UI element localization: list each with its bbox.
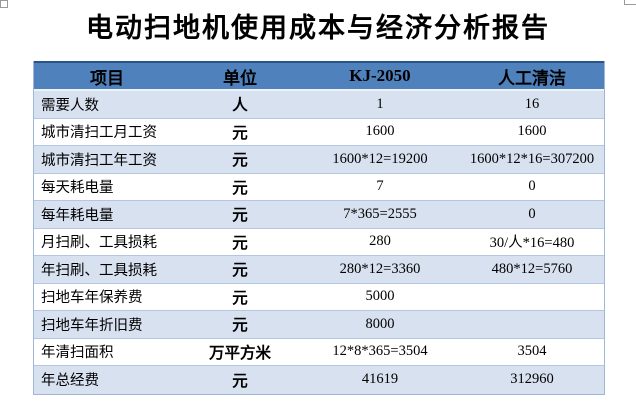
manual-cell: 16 bbox=[524, 95, 540, 112]
column-header-item: 项目 bbox=[90, 68, 124, 88]
table-row: 城市清扫工月工资 元 1600 1600 bbox=[34, 118, 604, 146]
kj2050-cell: 7*365=2555 bbox=[343, 205, 417, 222]
unit-cell: 万平方米 bbox=[208, 344, 271, 362]
unit-cell: 元 bbox=[232, 234, 248, 252]
kj2050-cell: 7 bbox=[376, 178, 384, 195]
table-header-row: 项目 单位 KJ-2050 人工清洁 bbox=[34, 61, 604, 91]
unit-cell: 元 bbox=[232, 124, 248, 142]
column-header-unit: 单位 bbox=[223, 68, 257, 88]
manual-cell: 0 bbox=[528, 178, 536, 195]
unit-cell: 元 bbox=[232, 179, 248, 197]
unit-cell: 元 bbox=[232, 262, 248, 280]
unit-cell: 元 bbox=[232, 317, 248, 335]
unit-cell: 人 bbox=[232, 97, 248, 115]
table-row: 城市清扫工年工资 元 1600*12=19200 1600*12*16=3072… bbox=[34, 146, 604, 174]
item-cell: 每年耗电量 bbox=[41, 207, 114, 224]
table-row: 扫地车年保养费 元 5000 bbox=[34, 283, 604, 311]
manual-cell: 3504 bbox=[517, 343, 547, 360]
unit-cell: 元 bbox=[232, 372, 248, 390]
table-row: 每天耗电量 元 7 0 bbox=[34, 173, 604, 201]
item-cell: 月扫刷、工具损耗 bbox=[41, 235, 157, 252]
unit-cell: 元 bbox=[232, 289, 248, 307]
table-row: 年扫刷、工具损耗 元 280*12=3360 480*12=5760 bbox=[34, 256, 604, 284]
unit-cell: 元 bbox=[232, 207, 248, 225]
manual-cell: 1600*12*16=307200 bbox=[469, 150, 595, 167]
item-cell: 每天耗电量 bbox=[41, 180, 114, 197]
table-body: 需要人数 人 1 16 城市清扫工月工资 元 1600 1600 城市清扫工年工… bbox=[34, 91, 604, 394]
table-row: 扫地车年折旧费 元 8000 bbox=[34, 311, 604, 339]
kj2050-cell: 12*8*365=3504 bbox=[332, 343, 428, 360]
unit-cell: 元 bbox=[232, 152, 248, 170]
item-cell: 年扫刷、工具损耗 bbox=[41, 262, 157, 279]
table-row: 年总经费 元 41619 312960 bbox=[34, 366, 604, 394]
manual-cell: 312960 bbox=[510, 371, 554, 388]
item-cell: 年清扫面积 bbox=[41, 345, 114, 362]
manual-cell: 30/人*16=480 bbox=[489, 235, 575, 252]
item-cell: 城市清扫工月工资 bbox=[41, 125, 157, 142]
kj2050-cell: 5000 bbox=[365, 288, 395, 305]
item-cell: 需要人数 bbox=[41, 97, 99, 114]
report-title: 电动扫地机使用成本与经济分析报告 bbox=[86, 13, 550, 43]
table-row: 需要人数 人 1 16 bbox=[34, 91, 604, 119]
item-cell: 城市清扫工年工资 bbox=[41, 152, 157, 169]
kj2050-cell: 280*12=3360 bbox=[339, 260, 421, 277]
table-row: 年清扫面积 万平方米 12*8*365=3504 3504 bbox=[34, 338, 604, 366]
corner-mark-top-right bbox=[624, 0, 636, 5]
manual-cell: 480*12=5760 bbox=[491, 260, 573, 277]
item-cell: 年总经费 bbox=[41, 373, 99, 390]
kj2050-cell: 8000 bbox=[365, 315, 395, 332]
table-row: 每年耗电量 元 7*365=2555 0 bbox=[34, 201, 604, 229]
manual-cell: 0 bbox=[528, 205, 536, 222]
column-header-manual: 人工清洁 bbox=[498, 68, 566, 88]
kj2050-cell: 1600 bbox=[365, 123, 395, 140]
manual-cell: 1600 bbox=[517, 123, 547, 140]
item-cell: 扫地车年保养费 bbox=[41, 290, 143, 307]
kj2050-cell: 1600*12=19200 bbox=[332, 150, 428, 167]
cost-analysis-table: 项目 单位 KJ-2050 人工清洁 需要人数 人 1 16 城市清扫工月工资 … bbox=[33, 61, 605, 395]
column-header-kj2050: KJ-2050 bbox=[349, 66, 411, 85]
item-cell: 扫地车年折旧费 bbox=[41, 317, 143, 334]
corner-mark-top-left bbox=[0, 0, 8, 8]
kj2050-cell: 280 bbox=[369, 233, 391, 250]
kj2050-cell: 1 bbox=[376, 95, 384, 112]
kj2050-cell: 41619 bbox=[361, 371, 399, 388]
table-row: 月扫刷、工具损耗 元 280 30/人*16=480 bbox=[34, 228, 604, 256]
